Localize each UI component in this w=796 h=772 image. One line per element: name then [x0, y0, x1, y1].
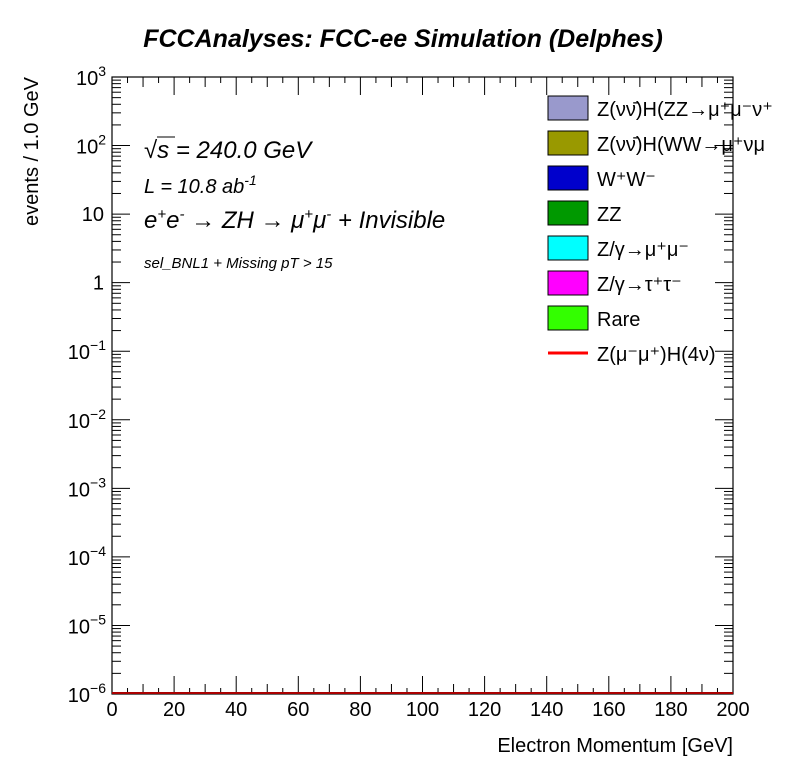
- x-axis: 0 20 40 60 80 100 120 140 160 180 200: [106, 77, 750, 721]
- x-tick-label: 180: [654, 699, 687, 721]
- legend-entry: Z/γ→τ⁺τ⁻: [547, 270, 682, 296]
- legend-label: Z/γ→μ⁺μ⁻: [597, 239, 689, 261]
- process-label: e+e- → ZH → μ+μ- + Invisible: [144, 206, 445, 234]
- legend-swatch: [547, 95, 589, 121]
- legend-swatch: [547, 130, 589, 156]
- y-tick-label: 10−2: [68, 406, 106, 433]
- y-tick-label: 103: [76, 63, 106, 90]
- x-tick-label: 60: [287, 699, 309, 721]
- y-tick-label: 102: [76, 132, 106, 159]
- legend-label: Z/γ→τ⁺τ⁻: [597, 274, 682, 296]
- sqrt-s-value: = 240.0 GeV: [169, 137, 313, 164]
- y-tick-label: 10−3: [68, 474, 106, 501]
- y-tick-label: 1: [93, 273, 104, 295]
- lumi-prefix: L = 10.8 ab: [144, 176, 244, 198]
- x-tick-label: 100: [406, 699, 439, 721]
- legend: Z(νν̄)H(ZZ→μ⁺μ⁻ν⁺ Z(νν̄)H(WW→μ⁺νμ W⁺W⁻ ZZ Z/…: [547, 95, 773, 366]
- x-tick-label: 0: [106, 699, 117, 721]
- legend-label: Z(νν̄)H(ZZ→μ⁺μ⁻ν⁺: [597, 99, 773, 121]
- sqrt-s-label: √s = 240.0 GeV: [144, 137, 313, 164]
- selection-label: sel_BNL1 + Missing pT > 15: [144, 255, 333, 272]
- y-tick-label: 10−5: [68, 611, 106, 638]
- y-tick-label: 10−4: [68, 543, 106, 570]
- legend-entry: Z(μ⁻μ⁺)H(4ν): [548, 344, 716, 366]
- x-tick-label: 200: [716, 699, 749, 721]
- legend-label: ZZ: [597, 204, 621, 226]
- legend-label: Z(νν̄)H(WW→μ⁺νμ: [597, 134, 765, 156]
- legend-swatch: [547, 270, 589, 296]
- y-axis-title: events / 1.0 GeV: [21, 76, 43, 226]
- legend-label: Z(μ⁻μ⁺)H(4ν): [597, 344, 716, 366]
- x-tick-label: 20: [163, 699, 185, 721]
- y-tick-label: 10−6: [68, 680, 106, 707]
- legend-swatch: [547, 165, 589, 191]
- legend-swatch: [547, 235, 589, 261]
- x-tick-label: 160: [592, 699, 625, 721]
- sqrt-s-symbol: √s: [144, 137, 169, 164]
- legend-entry: ZZ: [547, 200, 621, 226]
- legend-entry: Z(νν̄)H(WW→μ⁺νμ: [547, 130, 765, 156]
- x-axis-title: Electron Momentum [GeV]: [497, 735, 733, 757]
- lumi-sup: -1: [244, 172, 256, 188]
- legend-entry: Z/γ→μ⁺μ⁻: [547, 235, 689, 261]
- chart-title: FCCAnalyses: FCC-ee Simulation (Delphes): [143, 25, 663, 53]
- legend-label: W⁺W⁻: [597, 169, 656, 191]
- y-tick-label: 10: [82, 204, 104, 226]
- x-tick-label: 80: [349, 699, 371, 721]
- y-axis: 10−6 10−5 10−4 10−3 10−2 10−1 1 10 102 103: [68, 63, 733, 707]
- legend-label: Rare: [597, 309, 640, 331]
- x-tick-label: 120: [468, 699, 501, 721]
- legend-entry: W⁺W⁻: [547, 165, 656, 191]
- legend-entry: Z(νν̄)H(ZZ→μ⁺μ⁻ν⁺: [547, 95, 773, 121]
- legend-swatch: [547, 305, 589, 331]
- lumi-label: L = 10.8 ab-1: [144, 172, 257, 198]
- legend-entry: Rare: [547, 305, 640, 331]
- x-tick-label: 140: [530, 699, 563, 721]
- annotations: √s = 240.0 GeV L = 10.8 ab-1 e+e- → ZH →…: [144, 136, 445, 272]
- y-tick-label: 10−1: [68, 337, 106, 364]
- legend-swatch: [547, 200, 589, 226]
- x-tick-label: 40: [225, 699, 247, 721]
